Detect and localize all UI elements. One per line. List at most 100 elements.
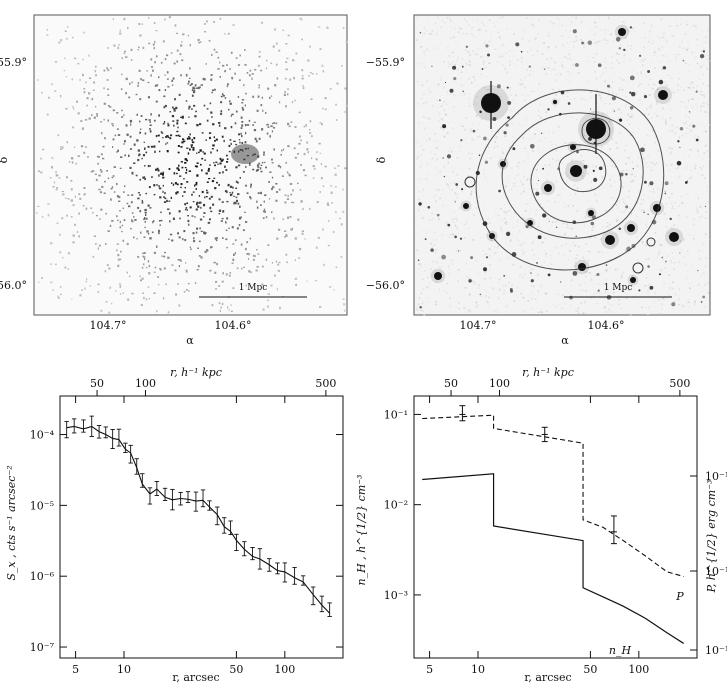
optical-noise-pixel — [596, 291, 599, 294]
xray-noise-pixel — [228, 274, 231, 277]
xray-noise-pixel — [180, 116, 183, 118]
xray-noise-pixel — [176, 49, 179, 52]
optical-noise-pixel — [477, 226, 479, 229]
optical-noise-pixel — [435, 22, 437, 25]
optical-noise-pixel — [507, 182, 509, 184]
optical-noise-pixel — [595, 26, 597, 28]
xray-noise-pixel — [226, 64, 228, 66]
xray-noise-pixel — [297, 257, 301, 259]
xray-noise-pixel — [76, 230, 79, 233]
optical-noise-pixel — [528, 228, 531, 230]
optical-noise-pixel — [593, 61, 596, 63]
optical-noise-pixel — [568, 53, 571, 56]
xray-noise-pixel — [307, 151, 310, 154]
optical-noise-pixel — [653, 247, 655, 249]
xray-noise-pixel — [104, 137, 106, 140]
xray-noise-pixel — [260, 104, 263, 107]
optical-noise-pixel — [682, 107, 684, 110]
optical-noise-pixel — [489, 247, 491, 250]
optical-noise-pixel — [612, 117, 614, 120]
optical-noise-pixel — [700, 105, 703, 108]
optical-noise-pixel — [592, 282, 594, 285]
optical-noise-pixel — [419, 205, 421, 207]
optical-noise-pixel — [609, 178, 612, 181]
xray-noise-pixel — [146, 70, 148, 72]
optical-noise-pixel — [647, 166, 649, 168]
optical-noise-pixel — [585, 180, 588, 183]
optical-noise-pixel — [521, 137, 524, 140]
density-pressure-right-y-tick-label: 10⁻¹² — [705, 644, 727, 657]
optical-noise-pixel — [618, 303, 621, 305]
optical-noise-pixel — [510, 218, 513, 220]
optical-noise-pixel — [673, 44, 675, 46]
optical-noise-pixel — [484, 295, 487, 297]
xray-noise-pixel — [294, 237, 297, 240]
optical-noise-pixel — [468, 64, 471, 66]
optical-noise-pixel — [424, 57, 426, 59]
xray-noise-pixel — [269, 171, 272, 173]
optical-noise-pixel — [662, 107, 664, 110]
optical-noise-pixel — [441, 54, 443, 55]
optical-noise-pixel — [591, 229, 594, 231]
xray-noise-pixel — [64, 30, 67, 32]
xray-noise-pixel — [284, 230, 287, 232]
xray-noise-pixel — [119, 32, 122, 35]
optical-noise-pixel — [630, 48, 632, 50]
optical-noise-pixel — [473, 36, 475, 38]
optical-noise-pixel — [661, 29, 664, 31]
xray-noise-pixel — [284, 235, 286, 238]
optical-noise-pixel — [586, 297, 588, 299]
xray-noise-pixel — [144, 220, 146, 223]
xray-noise-pixel — [261, 283, 264, 286]
optical-noise-pixel — [500, 220, 502, 222]
optical-noise-pixel — [585, 116, 587, 119]
optical-noise-pixel — [423, 116, 425, 118]
optical-noise-pixel — [471, 131, 473, 134]
xray-noise-pixel — [195, 184, 198, 186]
xray-noise-pixel — [271, 211, 273, 214]
xray-noise-pixel — [220, 110, 223, 113]
xray-noise-pixel — [124, 154, 126, 157]
xray-noise-pixel — [211, 53, 213, 57]
optical-noise-pixel — [522, 242, 524, 244]
optical-noise-pixel — [570, 227, 573, 229]
xray-noise-pixel — [244, 124, 247, 127]
xray-noise-pixel — [103, 69, 106, 72]
optical-noise-pixel — [489, 277, 492, 279]
optical-noise-pixel — [581, 98, 583, 100]
optical-noise-pixel — [524, 224, 526, 227]
xray-noise-pixel — [84, 287, 86, 290]
optical-noise-pixel — [486, 146, 489, 149]
optical-noise-pixel — [617, 207, 619, 209]
optical-noise-pixel — [651, 88, 654, 90]
optical-noise-pixel — [679, 240, 682, 242]
optical-noise-pixel — [593, 241, 595, 243]
xray-noise-pixel — [59, 286, 62, 288]
xray-noise-pixel — [301, 232, 304, 235]
xray-noise-pixel — [263, 153, 265, 156]
optical-noise-pixel — [551, 263, 553, 266]
optical-noise-pixel — [498, 215, 500, 217]
density-pressure-left-y-tick-label: 10⁻² — [384, 499, 408, 512]
xray-noise-pixel — [142, 176, 145, 179]
optical-noise-pixel — [441, 19, 443, 22]
optical-noise-pixel — [503, 292, 505, 295]
optical-noise-pixel — [453, 135, 455, 137]
xray-noise-pixel — [131, 220, 134, 223]
optical-noise-pixel — [680, 101, 683, 103]
optical-noise-pixel — [540, 227, 542, 229]
optical-noise-pixel — [488, 62, 491, 64]
optical-noise-pixel — [632, 27, 634, 30]
xray-noise-pixel — [142, 79, 145, 82]
xray-noise-pixel — [110, 198, 112, 201]
optical-noise-pixel — [700, 168, 703, 170]
optical-noise-pixel — [538, 115, 541, 117]
optical-noise-pixel — [499, 55, 501, 58]
optical-noise-pixel — [686, 24, 689, 26]
xray-noise-pixel — [188, 137, 191, 140]
xray-noise-pixel — [138, 154, 140, 157]
xray-noise-pixel — [218, 213, 221, 215]
optical-noise-pixel — [478, 306, 480, 309]
optical-noise-pixel — [647, 196, 650, 199]
faint-star — [632, 167, 634, 170]
